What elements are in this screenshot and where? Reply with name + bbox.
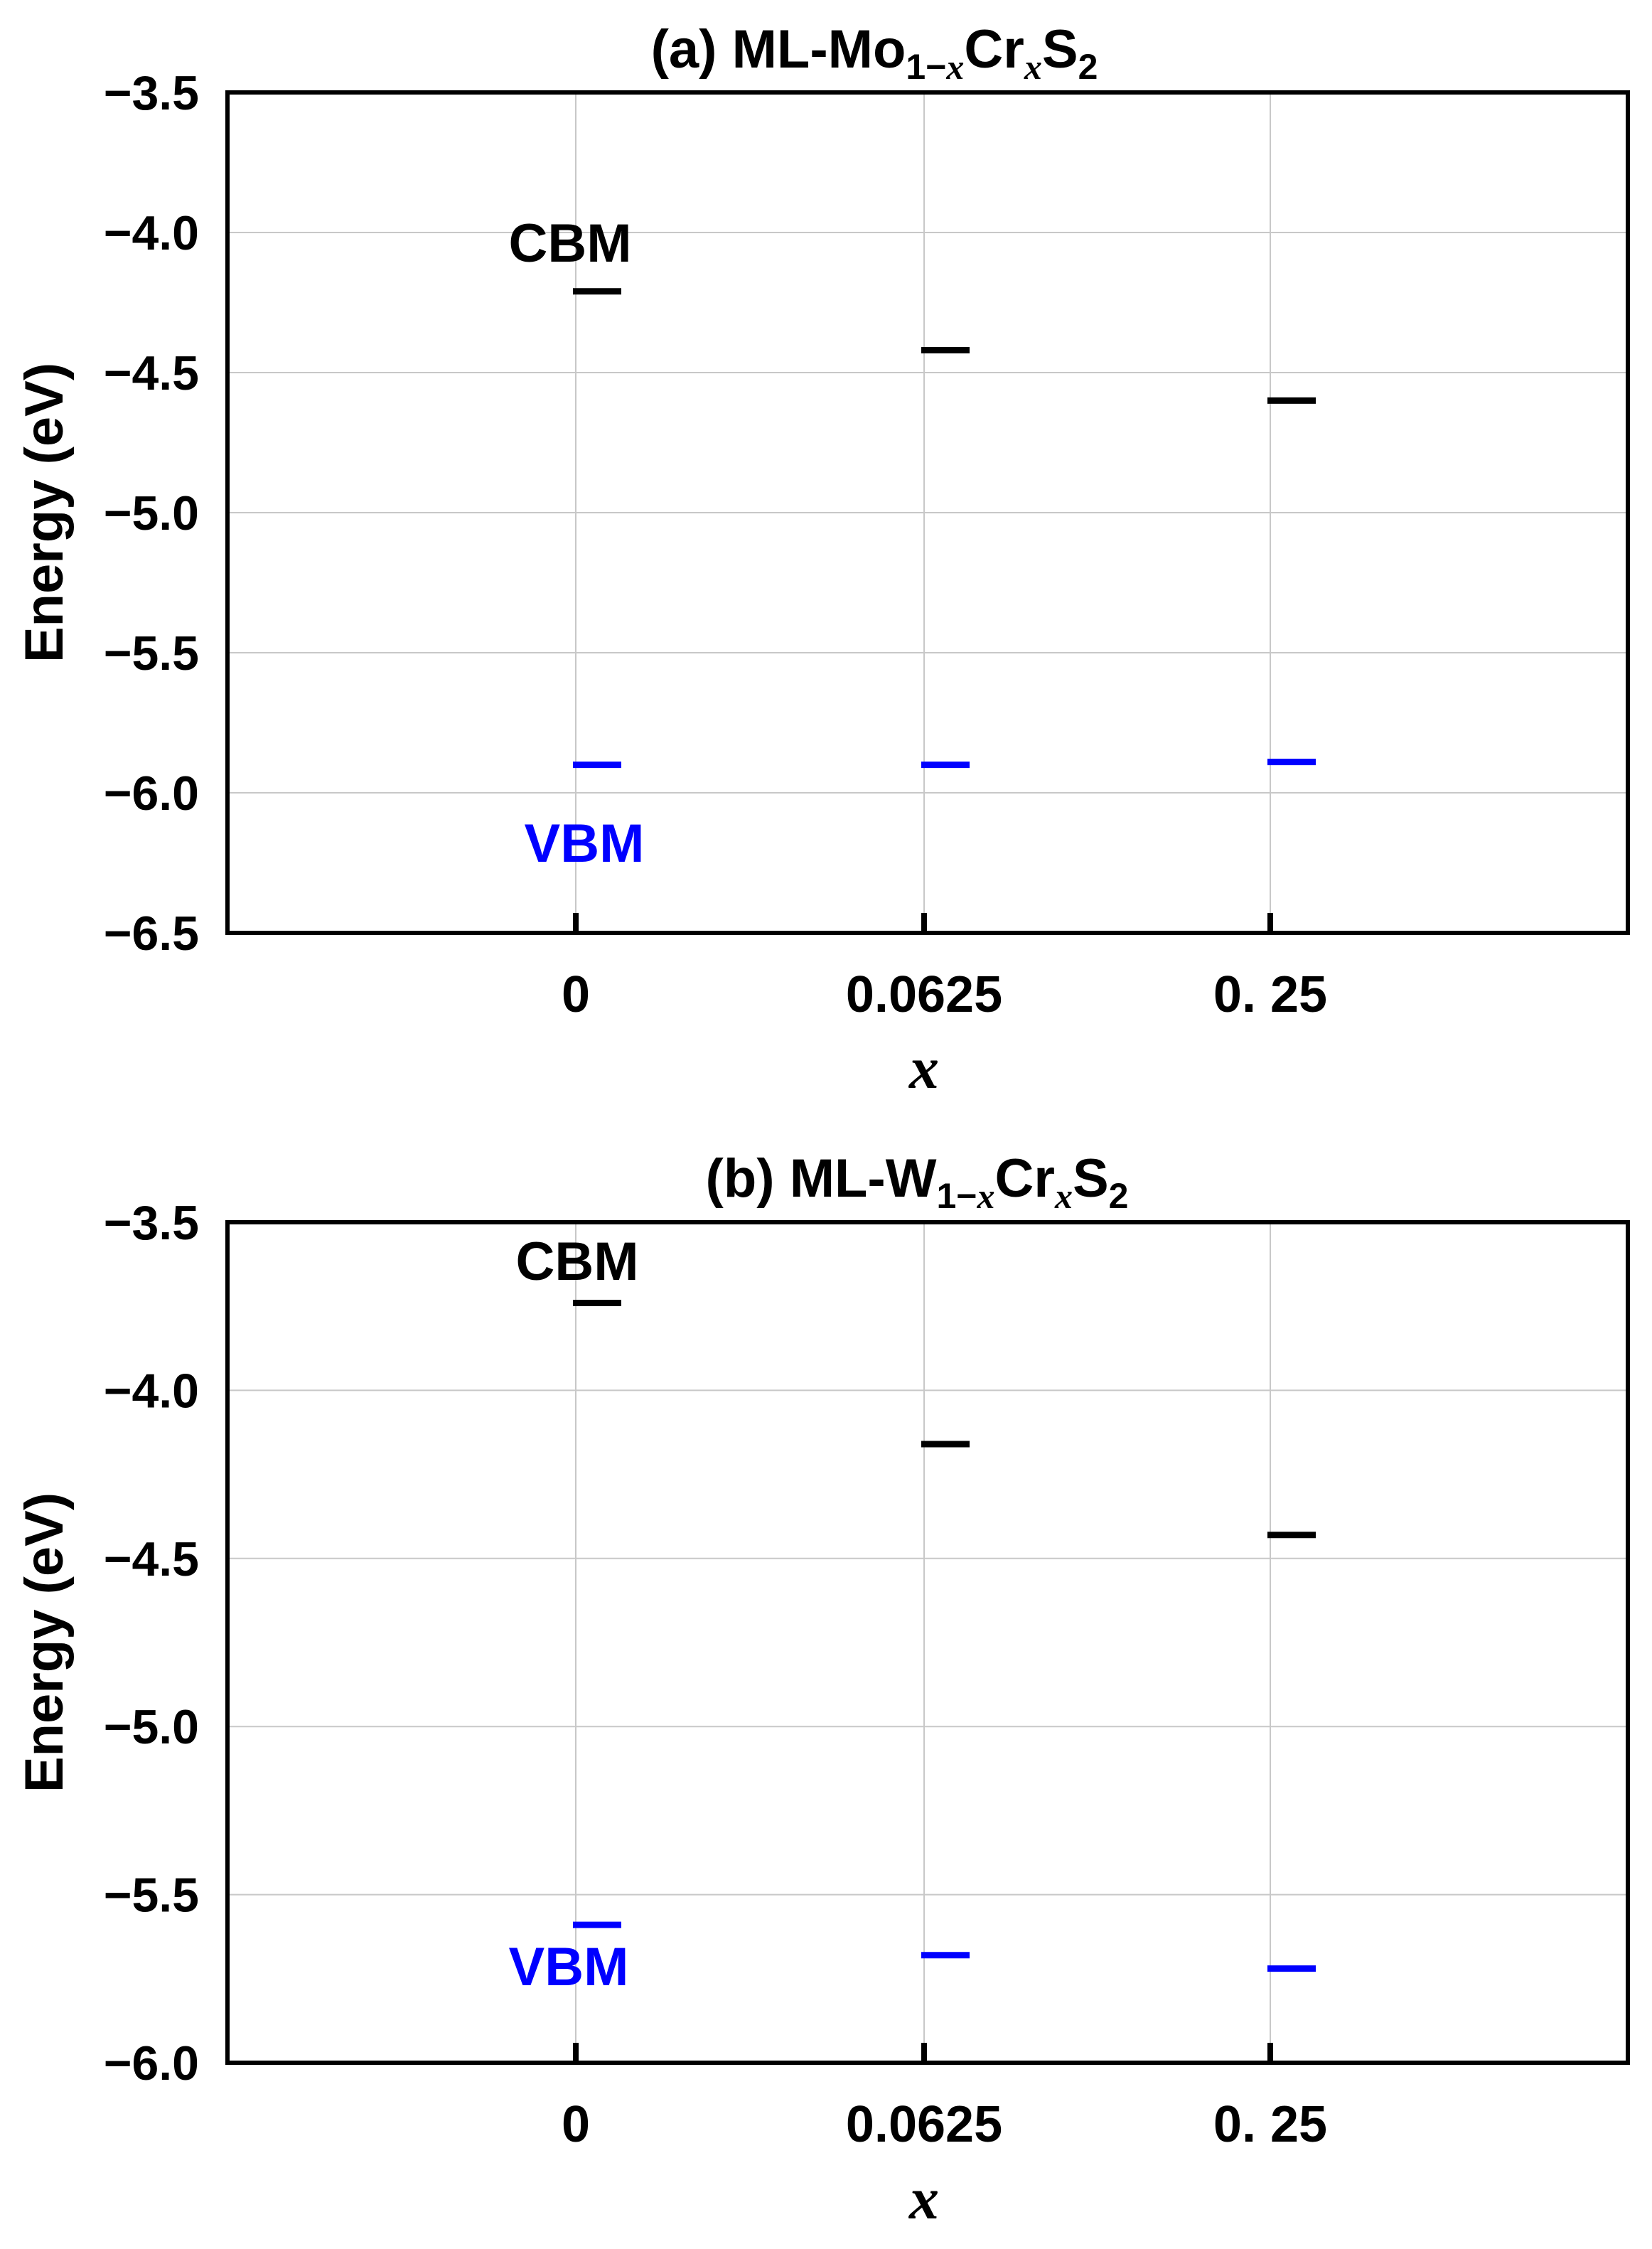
vbm-label-b: VBM (509, 1937, 629, 1997)
y-tick-label: −5.0 (104, 1700, 199, 1754)
y-tick-label: −6.0 (104, 766, 199, 821)
y-tick-label: −6.5 (104, 907, 199, 961)
y-tick-label: −5.5 (104, 1869, 199, 1923)
y-tick-label: −6.0 (104, 2036, 199, 2090)
y-tick-label: −5.5 (104, 626, 199, 680)
y-tick-label: −3.5 (104, 1196, 199, 1250)
y-tick-label: −4.5 (104, 346, 199, 400)
grid-b (227, 1222, 1628, 2063)
grid-a (227, 92, 1628, 933)
x-tick-label: 0. 25 (1213, 2096, 1327, 2153)
y-axis-label-b: Energy (eV) (14, 1492, 75, 1793)
cbm-label-a: CBM (508, 213, 631, 274)
y-tick-label: −4.5 (104, 1532, 199, 1586)
plot-frame-a (225, 90, 1630, 935)
y-ticks-a: −3.5 −4.0 −4.5 −5.0 −5.5 −6.0 −6.5 (104, 66, 199, 961)
y-axis-label-a: Energy (eV) (14, 363, 75, 663)
chart-panel-b: (b) ML-W1−xCrxS2 −3.5 −4.0 −4.5 −5.0 −5.5 −6.… (14, 1148, 1630, 2232)
plot-frame-b (225, 1220, 1630, 2065)
marks-a (573, 288, 1316, 769)
x-axis-label-a: x (908, 1035, 939, 1101)
x-tick-label: 0 (562, 966, 590, 1023)
x-axis-label-b: x (908, 2166, 939, 2232)
y-tick-label: −4.0 (104, 1364, 199, 1418)
x-tick-label: 0.0625 (846, 2096, 1002, 2153)
chart-title-a: (a) ML-Mo1−xCrxS2 (651, 19, 1098, 87)
y-ticks-b: −3.5 −4.0 −4.5 −5.0 −5.5 −6.0 (104, 1196, 199, 2090)
chart-title-b: (b) ML-W1−xCrxS2 (706, 1148, 1129, 1216)
chart-panel-a: (a) ML-Mo1−xCrxS2 −3.5 −4.0 −4.5 −5.0 −5.5 −6… (14, 19, 1630, 1101)
x-tick-label: 0 (562, 2096, 590, 2153)
x-tick-label: 0.0625 (846, 966, 1002, 1023)
y-tick-label: −5.0 (104, 486, 199, 540)
cbm-label-b: CBM (515, 1232, 638, 1292)
x-ticks-b: 0 0.0625 0. 25 (562, 2043, 1327, 2153)
y-tick-label: −4.0 (104, 206, 199, 260)
marks-b (573, 1299, 1316, 1972)
y-tick-label: −3.5 (104, 66, 199, 120)
x-tick-label: 0. 25 (1213, 966, 1327, 1023)
x-ticks-a: 0 0.0625 0. 25 (562, 913, 1327, 1023)
vbm-label-a: VBM (525, 813, 645, 874)
